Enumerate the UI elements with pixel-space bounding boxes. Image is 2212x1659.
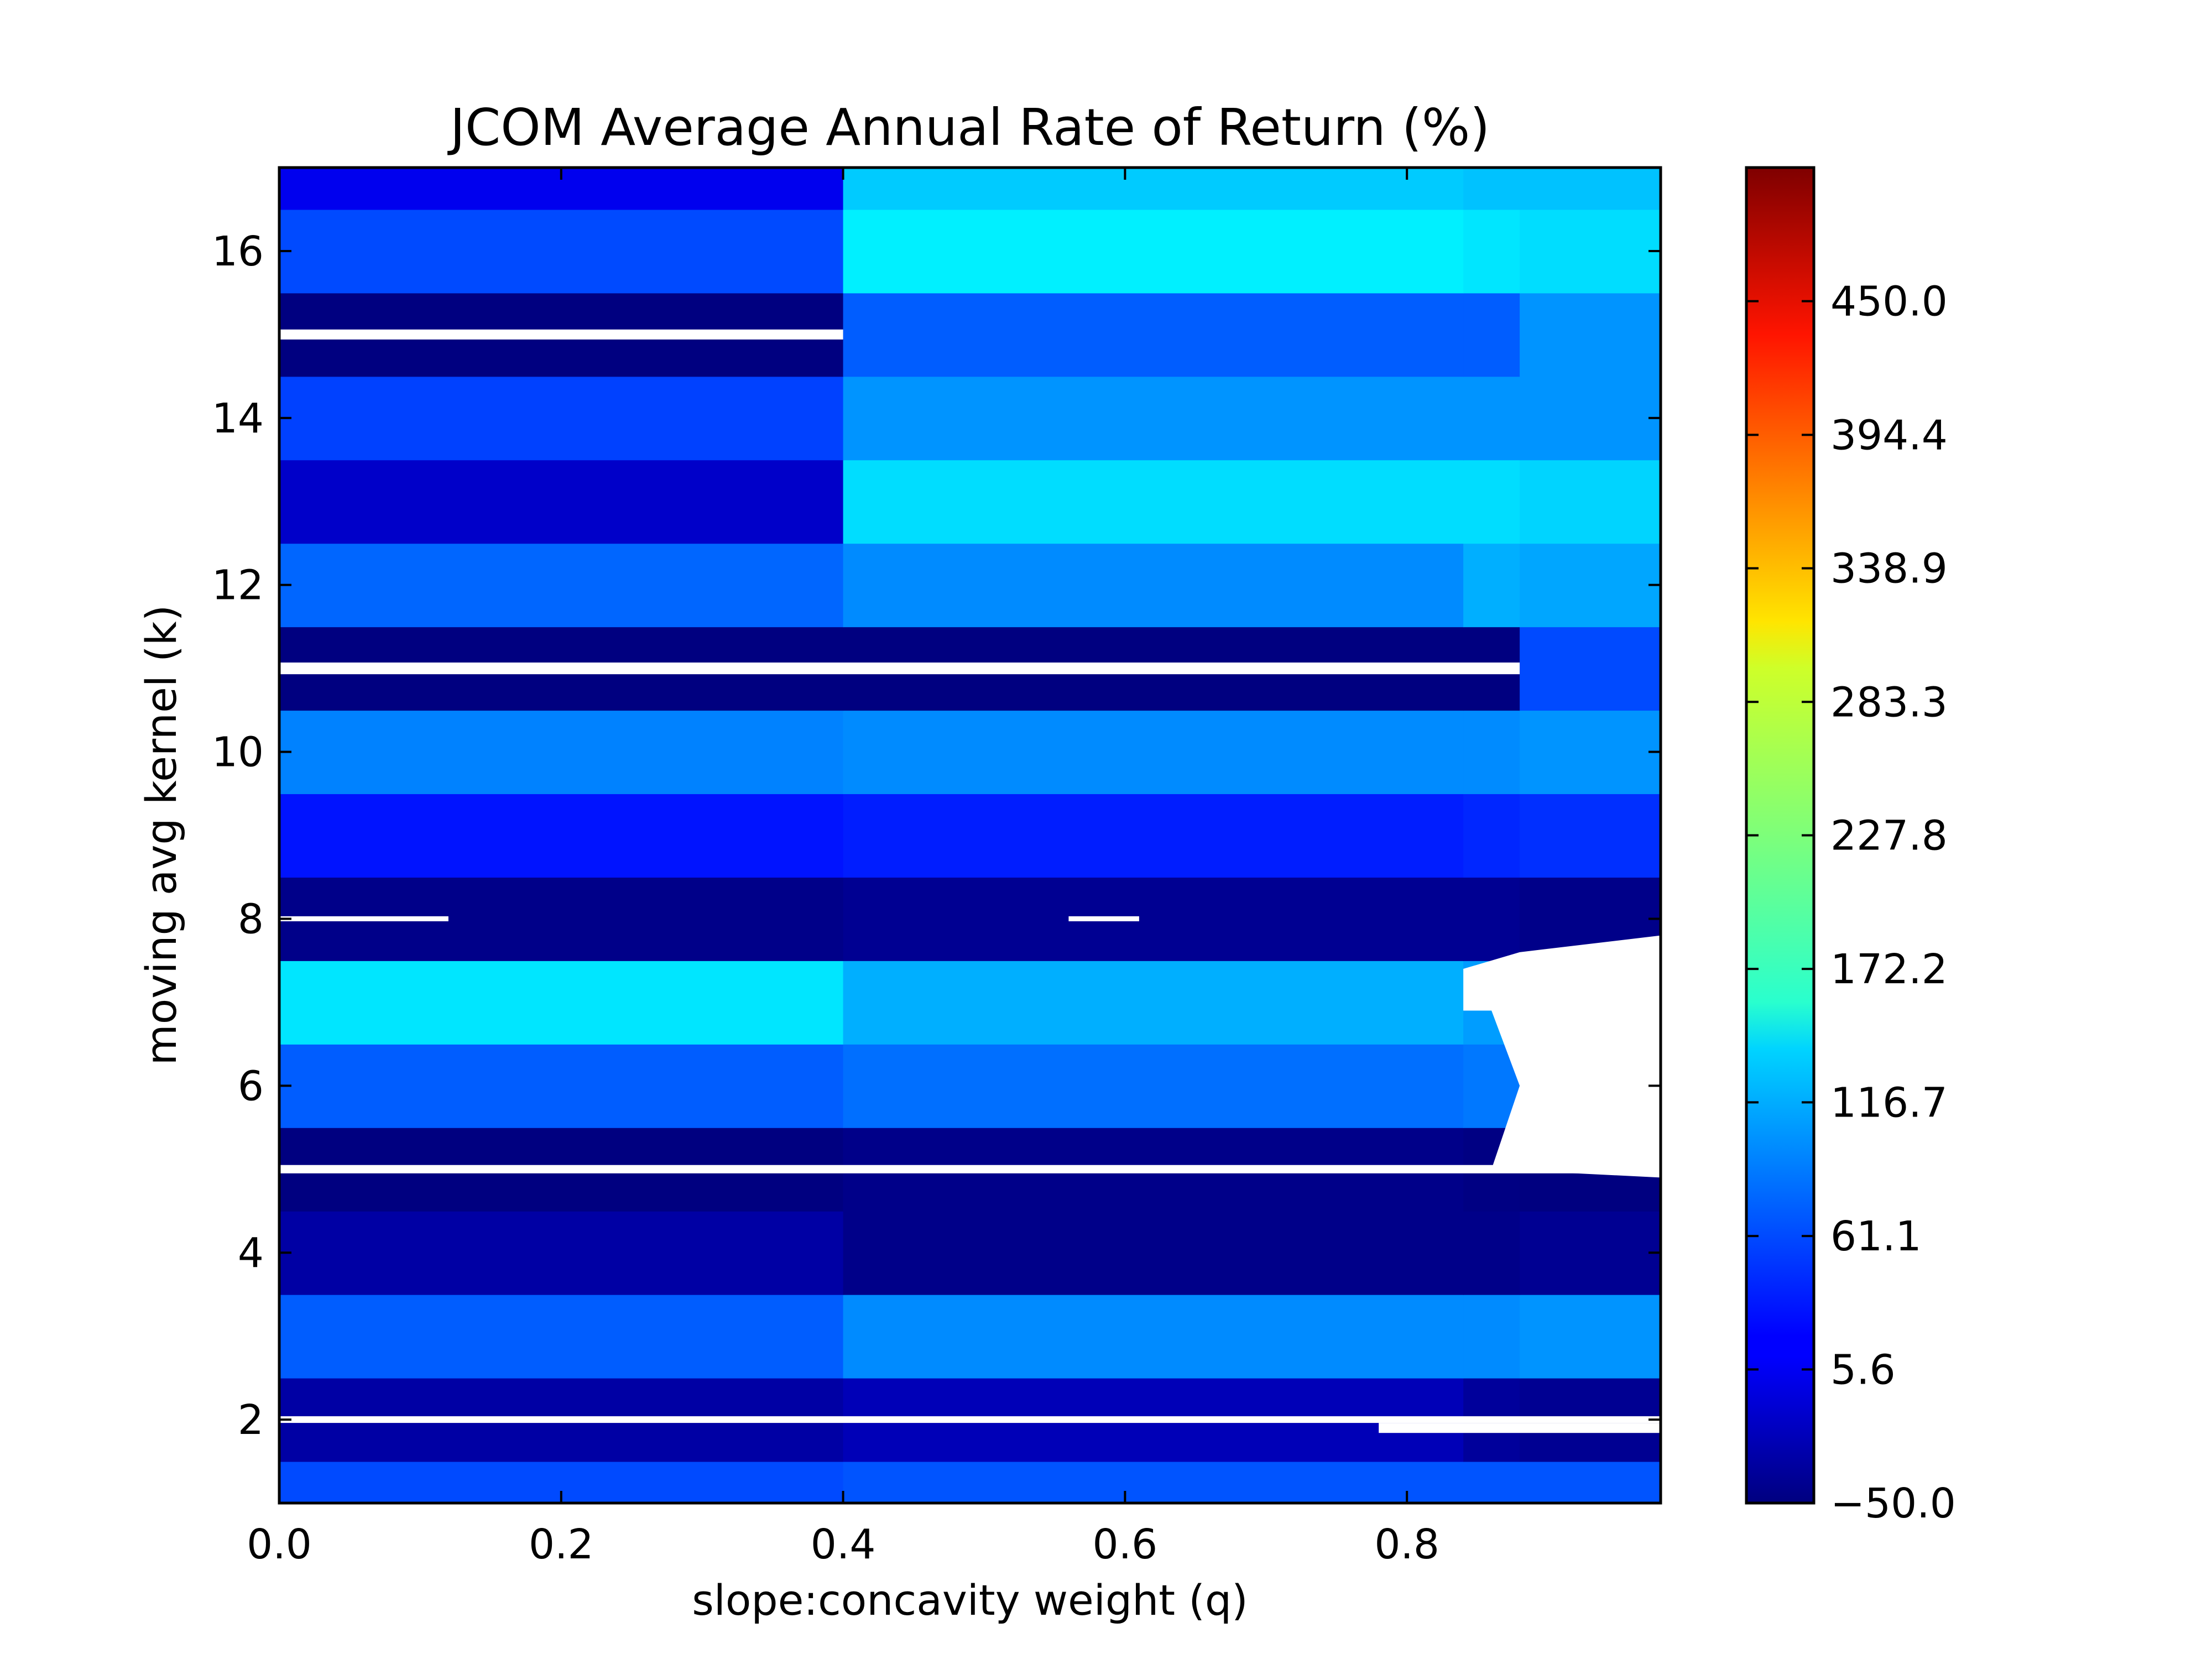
colorbar-tick-label: 172.2 <box>1830 946 1948 993</box>
colorbar-tick-label: 338.9 <box>1830 545 1948 593</box>
plot-area <box>279 168 1661 1503</box>
x-axis: 0.0 0.2 0.4 0.6 0.8 <box>247 168 1439 1568</box>
colorbar-tick-label: 450.0 <box>1830 278 1948 326</box>
colorbar-tick-label: 394.4 <box>1830 411 1948 459</box>
heatmap-cell <box>843 1461 1464 1503</box>
heatmap-cell <box>1520 168 1661 210</box>
undefined-region <box>279 662 1520 675</box>
undefined-region <box>1068 916 1139 921</box>
heatmap-cell <box>1520 209 1661 294</box>
y-tick-label: 16 <box>212 228 264 275</box>
heatmap-cell <box>279 1044 844 1128</box>
y-tick-label: 12 <box>212 562 264 609</box>
plot-frame <box>278 166 1662 1505</box>
y-tick-label: 8 <box>238 895 264 943</box>
undefined-region <box>1379 1423 1661 1433</box>
heatmap-cell <box>1520 460 1661 544</box>
x-axis-label: slope:concavity weight (q) <box>692 1575 1248 1625</box>
heatmap-cell <box>843 543 1464 628</box>
heatmap-cell <box>1520 1294 1661 1379</box>
x-tick-label: 0.6 <box>1093 1521 1158 1568</box>
colorbar: −50.0 5.6 61.1 116.7 172.2 227.8 283.3 338.9 394… <box>1745 166 1956 1527</box>
colorbar-tick-label: 5.6 <box>1830 1346 1896 1394</box>
heatmap-cell <box>1520 543 1661 628</box>
heatmap-cell <box>1463 877 1521 961</box>
colorbar-tick-label: 61.1 <box>1830 1213 1922 1260</box>
heatmap-cell <box>843 209 1464 294</box>
heatmap-cell <box>843 1211 1464 1295</box>
y-tick-label: 6 <box>238 1062 264 1110</box>
x-tick-label: 0.4 <box>811 1521 876 1568</box>
y-tick-label: 14 <box>212 395 264 442</box>
heatmap-cell <box>1463 1294 1521 1379</box>
y-tick-label: 10 <box>212 729 264 776</box>
undefined-region <box>1463 935 1661 1178</box>
heatmap-cell <box>1520 794 1661 878</box>
y-tick-label: 4 <box>238 1229 264 1277</box>
heatmap-cell <box>1463 293 1521 377</box>
colorbar-tick-label: 227.8 <box>1830 812 1948 860</box>
heatmap-cell <box>1463 543 1521 628</box>
heatmap-cell <box>843 960 1464 1045</box>
undefined-region <box>279 1165 1661 1173</box>
heatmap-cell <box>1463 460 1521 544</box>
heatmap-cell <box>1463 1461 1521 1503</box>
x-tick-label: 0.0 <box>247 1521 312 1568</box>
heatmap-cell <box>1463 376 1521 461</box>
heatmap-cell <box>279 376 844 461</box>
heatmap-cell <box>843 1294 1464 1379</box>
heatmap-cell <box>843 877 1464 961</box>
undefined-region <box>279 329 843 340</box>
heatmap-cell <box>843 376 1464 461</box>
heatmap-cell <box>1463 1211 1521 1295</box>
heatmap-cell <box>1463 168 1521 210</box>
heatmap-cell <box>1463 209 1521 294</box>
undefined-region <box>279 916 448 921</box>
heatmap-cell <box>279 543 844 628</box>
heatmap-cell <box>1520 710 1661 795</box>
heatmap-cell <box>843 1044 1464 1128</box>
heatmap-cell <box>843 710 1464 795</box>
heatmap-cell <box>843 293 1464 377</box>
heatmap-cell <box>279 960 844 1045</box>
colorbar-tick-label: 283.3 <box>1830 679 1948 726</box>
chart-title: JCOM Average Annual Rate of Return (%) <box>447 98 1490 157</box>
heatmap-cell <box>1520 627 1661 711</box>
heatmap-cell <box>1520 1461 1661 1503</box>
heatmap-cell <box>1463 794 1521 878</box>
heatmap-cell <box>279 794 844 878</box>
x-tick-label: 0.8 <box>1374 1521 1439 1568</box>
heatmap-cell <box>279 710 844 795</box>
heatmap-cell <box>843 794 1464 878</box>
y-axis-label: moving avg kernel (k) <box>137 605 186 1066</box>
y-axis: 2 4 6 8 10 12 14 16 <box>212 228 1661 1444</box>
heatmap-cell <box>279 209 844 294</box>
heatmap-cell <box>279 1294 844 1379</box>
heatmap-cell <box>1463 710 1521 795</box>
heatmap-cell <box>279 1211 844 1295</box>
undefined-region <box>279 1416 1661 1423</box>
heatmap-cell <box>843 460 1464 544</box>
x-tick-label: 0.2 <box>529 1521 594 1568</box>
heatmap-cell <box>1520 1211 1661 1295</box>
heatmap-cell <box>1520 376 1661 461</box>
heatmap-cell <box>843 168 1464 210</box>
heatmap-cell <box>1520 293 1661 377</box>
colorbar-tick-label: −50.0 <box>1830 1480 1956 1527</box>
heatmap-cell <box>279 460 844 544</box>
colorbar-tick-label: 116.7 <box>1830 1079 1948 1126</box>
y-tick-label: 2 <box>238 1396 264 1444</box>
